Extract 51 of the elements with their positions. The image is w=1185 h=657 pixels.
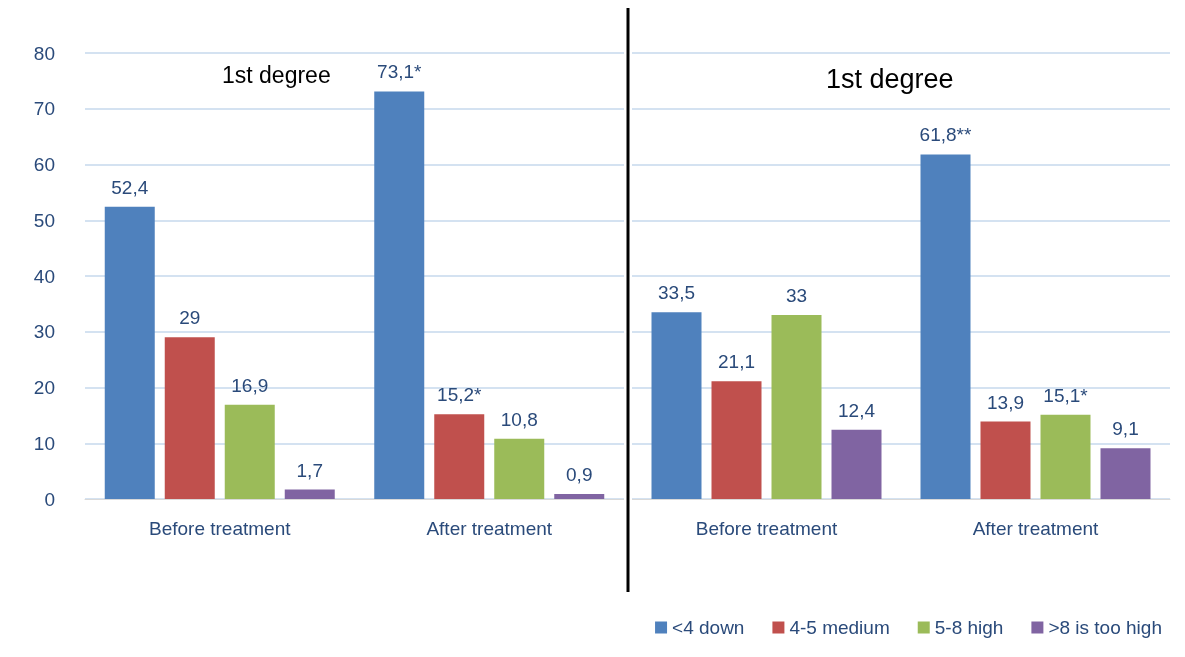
- y-tick-label: 30: [33, 321, 55, 343]
- bar: [494, 438, 545, 499]
- y-tick-label: 40: [33, 265, 55, 287]
- bar: [284, 489, 335, 499]
- legend-label: >8 is too high: [1048, 617, 1162, 638]
- y-tick-label: 10: [33, 432, 55, 454]
- data-label: 33,5: [658, 282, 695, 304]
- bar: [164, 337, 215, 499]
- data-label: 13,9: [987, 391, 1024, 413]
- data-label: 10,8: [500, 408, 538, 430]
- data-label: 12,4: [838, 399, 876, 421]
- bar: [554, 493, 605, 499]
- data-label: 0,9: [566, 463, 593, 485]
- data-label: 52,4: [111, 176, 149, 198]
- bar: [374, 91, 425, 499]
- data-label: 9,1: [1112, 418, 1139, 440]
- data-label: 15,2*: [437, 384, 483, 406]
- y-tick-label: 0: [44, 488, 55, 510]
- x-tick-label: Before treatment: [148, 518, 292, 539]
- data-label: 61,8**: [919, 124, 972, 146]
- bar: [831, 429, 882, 499]
- y-tick-label: 60: [33, 154, 55, 175]
- y-tick-label: 50: [33, 209, 55, 231]
- annotation: 1st degree: [826, 64, 954, 95]
- data-label: 29: [179, 307, 201, 329]
- x-tick-label: Before treatment: [695, 518, 838, 539]
- legend-label: 4-5 medium: [789, 617, 890, 638]
- bar: [711, 381, 762, 499]
- x-tick-label: After treatment: [426, 518, 553, 539]
- y-tick-label: 70: [33, 98, 55, 120]
- bar: [1100, 448, 1151, 499]
- legend-label: <4 down: [672, 617, 745, 638]
- data-label: 15,1*: [1043, 384, 1089, 406]
- y-tick-label: 20: [33, 377, 55, 398]
- x-tick-label: After treatment: [972, 518, 1100, 539]
- data-label: 16,9: [231, 374, 269, 396]
- bar: [651, 312, 702, 499]
- bar: [771, 315, 822, 499]
- y-tick-label: 80: [33, 42, 55, 64]
- bar: [224, 404, 275, 499]
- data-label: 33: [785, 285, 808, 307]
- annotation: 1st degree: [222, 62, 331, 89]
- data-label: 21,1: [718, 351, 755, 373]
- bar: [104, 206, 155, 499]
- data-label: 73,1*: [377, 61, 423, 83]
- bar: [920, 154, 971, 499]
- data-label: 1,7: [296, 459, 323, 481]
- bar: [1040, 414, 1091, 499]
- bar: [980, 421, 1031, 499]
- legend-label: 5-8 high: [934, 617, 1004, 638]
- bar: [434, 414, 485, 499]
